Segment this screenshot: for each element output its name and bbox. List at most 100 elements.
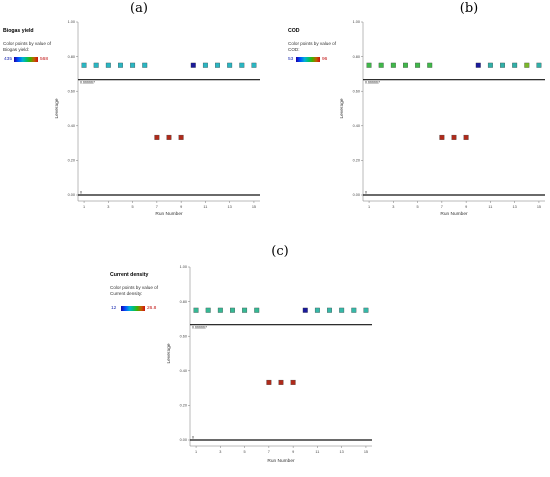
p1-data-point [500,62,505,68]
p1-data-point [439,134,445,140]
p0-data-point [227,62,233,68]
p1-data-point [415,62,421,68]
p0-x-tick-label: 3 [107,205,109,209]
panel-a-legend-variable: Biogas yield: [3,47,30,52]
p1-data-point [536,62,542,68]
p0-y-tick-label: 0.40 [68,124,75,128]
p2-data-point [339,307,345,313]
p2-y-tick-label: 0.20 [180,404,187,408]
panel-a-color-min: 435 [4,57,13,62]
p1-data-point [524,62,530,68]
p1-y-tick-label: 0.00 [353,193,360,197]
p0-data-point [81,62,87,68]
p2-data-point [242,307,248,313]
p1-x-tick-label: 7 [441,205,443,209]
p2-x-axis-title: Run Number [267,458,295,464]
p0-y-tick-label: 0.00 [68,193,75,197]
p1-x-tick-label: 11 [488,205,492,209]
panel-a-letter: (a) [130,1,148,16]
p1-x-tick-label: 13 [513,205,517,209]
panel-a-title: Biogas yield [3,28,34,34]
panel-b-legend-variable: COD: [288,47,300,52]
p0-data-point [142,62,148,68]
p2-data-point [290,379,296,385]
p2-data-point [363,307,369,313]
panel-c-color-max: 26.8 [147,306,157,311]
p2-data-point [254,307,260,313]
p0-y-tick-label: 1.00 [68,20,75,24]
p1-data-point [487,62,493,68]
p0-data-point [215,62,220,68]
p1-data-point [512,62,518,68]
p1-data-point [378,62,384,68]
p0-data-point [178,134,184,140]
panel-c-legend-caption: Color points by value of [110,285,159,290]
p1-data-point [427,62,433,68]
p0-data-point [105,62,111,68]
panel-a-legend-caption: Color points by value of [3,41,52,46]
p2-data-point [314,307,320,313]
p0-data-point [93,62,99,68]
panel-b-letter: (b) [459,1,479,16]
p0-x-tick-label: 1 [83,205,85,209]
p0-data-point [239,62,245,68]
panel-a-colorbar [14,57,38,62]
p1-y-tick-label: 0.40 [353,124,360,128]
p2-x-tick-label: 7 [268,450,270,454]
panel-c-title: Current density [110,272,149,278]
p0-x-tick-label: 15 [252,205,256,209]
p0-data-point [118,62,123,68]
p2-data-point [266,379,272,385]
p0-data-point [154,134,160,140]
p1-y-axis-title: Leverage [339,98,345,118]
panel-b-color-min: 53 [288,57,294,62]
p0-x-tick-label: 5 [132,205,134,209]
p1-data-point [451,134,457,140]
p2-zero-label: 0 [192,436,194,440]
p1-data-point [366,62,372,68]
p2-data-point [327,307,332,313]
p2-x-tick-label: 11 [315,450,319,454]
panel-c-letter: (c) [271,244,289,259]
p2-y-tick-label: 0.40 [180,369,187,373]
p0-zero-label: 0 [80,191,82,195]
p1-zero-label: 0 [365,191,367,195]
p2-x-tick-label: 3 [219,450,221,454]
p0-x-axis-title: Run Number [155,211,183,217]
panel-c-legend-variable: Current density: [110,291,143,296]
p1-data-point [403,62,408,68]
p0-data-point [166,134,172,140]
p2-data-point [351,307,357,313]
p0-data-point [251,62,257,68]
p2-y-tick-label: 1.00 [180,265,187,269]
p0-y-tick-label: 0.60 [68,89,75,93]
p2-x-tick-label: 13 [340,450,344,454]
p1-x-tick-label: 15 [537,205,541,209]
p0-x-tick-label: 13 [228,205,232,209]
p1-threshold-label: 0.666667 [365,81,380,85]
p0-x-tick-label: 9 [180,205,182,209]
p1-y-tick-label: 1.00 [353,20,360,24]
p2-y-tick-label: 0.60 [180,334,187,338]
p2-data-point [278,379,284,385]
p0-threshold-label: 0.666667 [80,81,95,85]
panel-c-color-min: 12 [111,306,117,311]
p2-data-point [230,307,235,313]
p2-x-tick-label: 15 [364,450,368,454]
p2-data-point [217,307,223,313]
p2-data-point [193,307,199,313]
p1-data-point [475,62,481,68]
p0-data-point [202,62,208,68]
p2-data-point [205,307,211,313]
p0-y-axis-title: Leverage [54,98,60,118]
p1-y-tick-label: 0.80 [353,55,360,59]
p2-y-axis-title: Leverage [166,343,172,363]
panel-b-title: COD [288,28,300,34]
p0-x-tick-label: 7 [156,205,158,209]
p2-x-tick-label: 5 [244,450,246,454]
p1-y-tick-label: 0.60 [353,89,360,93]
p1-x-tick-label: 1 [368,205,370,209]
